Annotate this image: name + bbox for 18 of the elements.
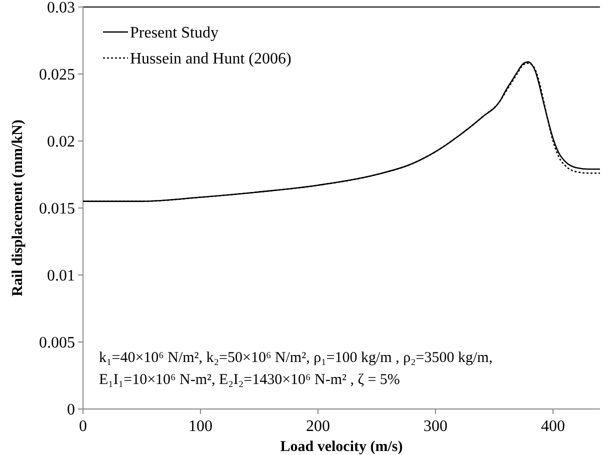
annotation: k₁=40×10⁶ N/m², k₂=50×10⁶ N/m², ρ₁=100 kg/m , ρ₂=3500 kg/m, — [99, 350, 493, 366]
y-tick-label: 0.03 — [47, 0, 75, 17]
annotation: E₁I₁=10×10⁶ N-m², E₂I₂=1430×10⁶ N-m² , ζ = 5% — [99, 372, 400, 388]
y-tick-label: 0 — [67, 402, 75, 419]
y-tick-label: 0.02 — [47, 134, 75, 151]
y-tick-label: 0.025 — [39, 66, 75, 84]
x-tick-label: 200 — [306, 418, 330, 435]
y-axis-title: Rail displacement (mm/kN) — [10, 120, 26, 296]
legend-label: Hussein and Hunt (2006) — [130, 50, 292, 68]
y-tick-label: 0.005 — [39, 334, 75, 352]
y-tick-label: 0.01 — [47, 268, 75, 285]
x-tick-label: 100 — [188, 418, 212, 435]
y-tick-label: 0.015 — [39, 200, 75, 218]
x-tick-label: 400 — [541, 418, 565, 435]
x-tick-label: 300 — [424, 418, 448, 435]
x-axis-title: Load velocity (m/s) — [280, 439, 403, 455]
legend-label: Present Study — [130, 24, 218, 42]
x-tick-label: 0 — [79, 418, 87, 435]
